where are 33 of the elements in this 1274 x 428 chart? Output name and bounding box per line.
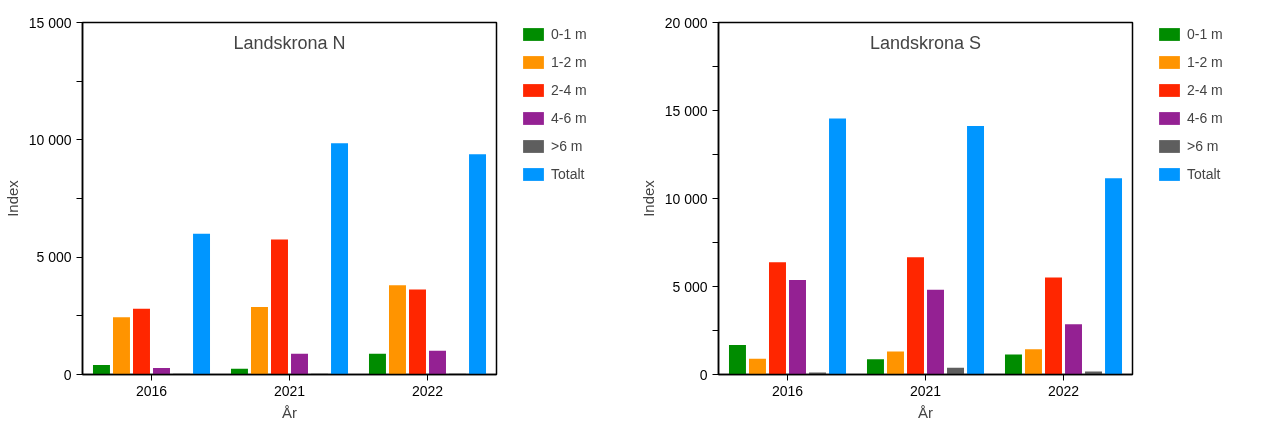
legend-label: Totalt [551, 166, 585, 182]
y-tick-label: 15 000 [28, 14, 72, 31]
legend-label: Totalt [1187, 166, 1221, 182]
legend-label: 0-1 m [551, 26, 587, 42]
x-tick-label: 2021 [909, 382, 942, 399]
y-tick-label: 5 000 [672, 278, 708, 295]
y-tick-label: 0 [699, 366, 708, 383]
x-tick-label: 2016 [135, 382, 168, 399]
legend-label: >6 m [1187, 138, 1219, 154]
legend-label: 1-2 m [1187, 54, 1223, 70]
legend-label: 2-4 m [551, 82, 587, 98]
text: Landskrona N [233, 32, 346, 53]
y-axis-title: Index [639, 179, 657, 217]
y-tick-label: 15 000 [664, 102, 708, 119]
legend-label: 1-2 m [551, 54, 587, 70]
legend-label: 4-6 m [1187, 110, 1223, 126]
y-axis-title: Index [3, 179, 21, 217]
legend-label: 0-1 m [1187, 26, 1223, 42]
y-tick-label: 20 000 [664, 14, 708, 31]
x-axis-title: År [282, 403, 297, 421]
text: Landskrona S [869, 32, 982, 53]
y-tick-label: 10 000 [664, 190, 708, 207]
y-tick-label: 0 [63, 366, 72, 383]
y-tick-label: 5 000 [36, 249, 72, 266]
x-tick-label: 2016 [771, 382, 804, 399]
x-axis-title: År [918, 403, 933, 421]
legend-label: 2-4 m [1187, 82, 1223, 98]
x-tick-label: 2022 [1047, 382, 1080, 399]
x-tick-label: 2021 [273, 382, 306, 399]
legend-label: 4-6 m [551, 110, 587, 126]
y-tick-label: 10 000 [28, 131, 72, 148]
legend-label: >6 m [551, 138, 583, 154]
x-tick-label: 2022 [411, 382, 444, 399]
